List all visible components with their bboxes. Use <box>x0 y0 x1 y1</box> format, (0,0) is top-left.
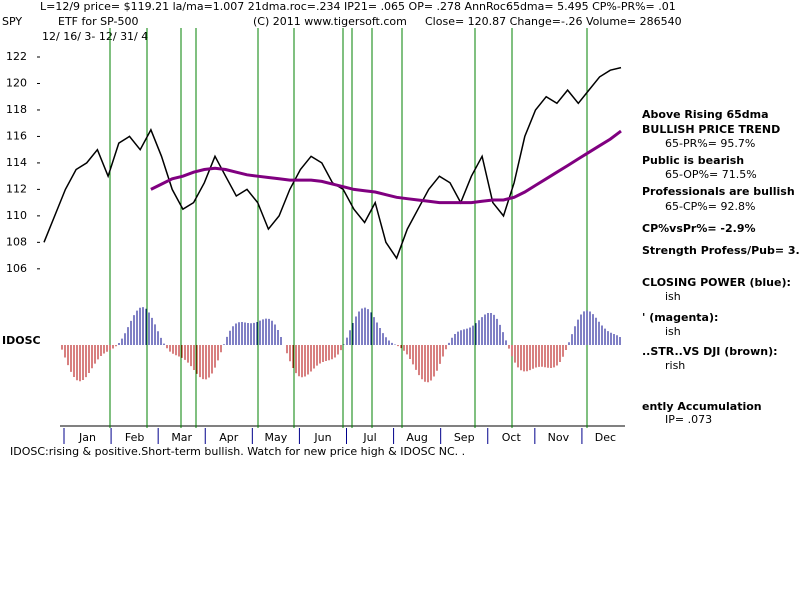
y-tick-label: 114 <box>6 156 27 169</box>
sidebar-text: ..STR..VS DJI (brown): <box>642 345 778 358</box>
y-tick-label: 106 <box>6 262 27 275</box>
sidebar-text: ' (magenta): <box>642 311 718 324</box>
x-tick-label: Oct <box>502 431 522 444</box>
sidebar-text: 65-CP%= 92.8% <box>665 200 755 213</box>
fund-name: ETF for SP-500 <box>58 15 138 28</box>
price-line <box>43 66 622 260</box>
symbol: SPY <box>2 15 22 28</box>
sidebar-text: 65-OP%= 71.5% <box>665 168 757 181</box>
x-tick-label: Jun <box>313 431 331 444</box>
y-tick-label: 118 <box>6 103 27 116</box>
y-tick-label: 122 <box>6 50 27 63</box>
date-range: 12/ 16/ 3- 12/ 31/ 4 <box>42 30 148 43</box>
sidebar-text: IP= .073 <box>665 413 712 426</box>
header-line: L=12/9 price= $119.21 la/ma=1.007 21dma.… <box>40 0 676 13</box>
x-tick-label: Nov <box>548 431 570 444</box>
sidebar-text: CP%vsPr%= -2.9% <box>642 222 756 235</box>
sidebar-text: Strength Profess/Pub= 3.6 <box>642 244 800 257</box>
x-tick-label: Mar <box>171 431 192 444</box>
sidebar-text: ently Accumulation <box>642 400 762 413</box>
quote: Close= 120.87 Change=-.26 Volume= 286540 <box>425 15 682 28</box>
x-tick-label: Jan <box>78 431 96 444</box>
x-tick-label: Apr <box>219 431 239 444</box>
sidebar-text: Professionals are bullish <box>642 185 795 198</box>
y-tick-label: 108 <box>6 235 27 248</box>
x-tick-label: May <box>265 431 288 444</box>
x-tick-label: Feb <box>125 431 144 444</box>
x-tick-label: Jul <box>362 431 376 444</box>
x-tick-label: Dec <box>595 431 616 444</box>
sidebar-text: ish <box>665 290 681 303</box>
sidebar-text: ish <box>665 325 681 338</box>
y-tick-label: 116 <box>6 129 27 142</box>
copyright: (C) 2011 www.tigersoft.com <box>253 15 407 28</box>
footer: IDOSC:rising & positive.Short-term bulli… <box>10 445 465 458</box>
y-tick-label: 110 <box>6 209 27 222</box>
sidebar-text: Public is bearish <box>642 154 744 167</box>
sidebar-text: CLOSING POWER (blue): <box>642 276 791 289</box>
sidebar-text: rish <box>665 359 685 372</box>
x-tick-label: Sep <box>454 431 475 444</box>
sidebar-text: BULLISH PRICE TREND <box>642 123 780 136</box>
indicator-label: IDOSC <box>2 334 41 347</box>
price-line <box>150 129 622 205</box>
x-tick-label: Aug <box>406 431 427 444</box>
sidebar-text: 65-PR%= 95.7% <box>665 137 755 150</box>
sidebar-text: Above Rising 65dma <box>642 108 769 121</box>
y-tick-label: 120 <box>6 76 27 89</box>
y-tick-label: 112 <box>6 182 27 195</box>
